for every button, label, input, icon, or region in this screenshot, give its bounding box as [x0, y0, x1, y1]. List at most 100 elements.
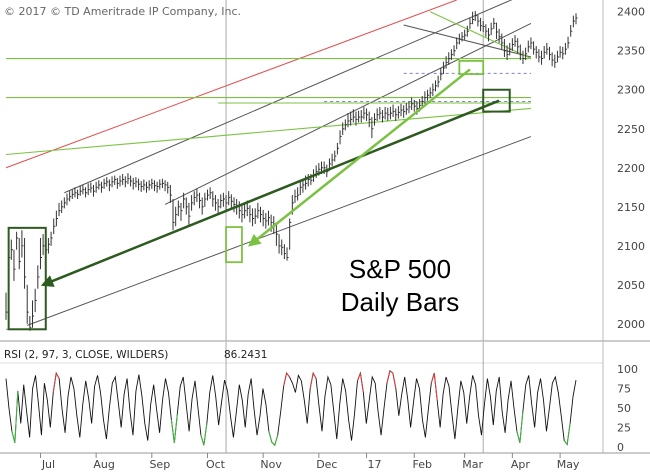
- price-bar: [395, 108, 398, 121]
- price-bar: [485, 24, 488, 37]
- rsi-overbought-segment: [283, 372, 288, 387]
- price-bar: [495, 22, 499, 40]
- price-bar: [92, 184, 96, 197]
- rsi-oversold-segment: [200, 435, 205, 446]
- price-bar: [159, 179, 162, 190]
- rsi-tick-label: 100: [617, 363, 638, 376]
- price-bar: [50, 231, 53, 246]
- price-bar: [559, 46, 562, 58]
- price-bars: [5, 10, 578, 331]
- price-vertical-gridlines: [225, 0, 484, 341]
- rsi-oversold-segment: [173, 414, 178, 443]
- rsi-overbought-segment: [386, 370, 391, 384]
- price-bar: [554, 54, 557, 68]
- x-axis-ticks: Jul Aug Sep Oct Nov Dec 17 Feb Mar Apr May: [39, 453, 580, 471]
- price-bar: [456, 37, 459, 50]
- price-bar: [281, 239, 284, 256]
- rsi-overbought-segment: [286, 372, 290, 378]
- rsi-overbought-segment: [389, 370, 394, 374]
- trendline-group: [5, 0, 532, 330]
- price-bar: [177, 200, 180, 217]
- rsi-oversold-segment: [271, 441, 276, 446]
- price-tick-label: 2250: [617, 123, 645, 136]
- price-bar: [26, 284, 29, 324]
- price-bar: [442, 61, 446, 75]
- price-bar: [289, 218, 292, 250]
- price-bar: [249, 205, 252, 223]
- rsi-vertical-gridlines: [225, 342, 484, 453]
- price-bar: [334, 150, 337, 162]
- price-bar: [69, 191, 72, 202]
- price-tick-label: 2150: [617, 201, 645, 214]
- price-bar: [424, 91, 427, 104]
- rsi-label: RSI (2, 97, 3, CLOSE, WILDERS): [4, 349, 168, 361]
- price-bar: [381, 110, 385, 123]
- x-tick-label: Oct: [206, 458, 226, 471]
- highlight-box-light-green: [225, 226, 243, 264]
- price-bar: [384, 106, 387, 120]
- rsi-oversold-segment: [170, 419, 175, 443]
- price-bar: [546, 42, 549, 55]
- price-bar: [32, 300, 35, 328]
- price-bar: [400, 103, 403, 117]
- rsi-overbought-segment: [312, 372, 317, 379]
- trendline-grey: [64, 0, 513, 194]
- price-bar: [201, 197, 204, 215]
- price-bar: [342, 122, 345, 135]
- price-bar: [472, 11, 475, 25]
- price-bar: [522, 50, 525, 64]
- price-tick-label: 2400: [617, 6, 645, 19]
- price-bar: [541, 50, 544, 65]
- price-bar: [352, 109, 355, 123]
- price-bar: [350, 111, 353, 126]
- price-bar: [233, 197, 236, 213]
- price-bar: [530, 37, 533, 50]
- price-bar: [480, 17, 483, 32]
- rsi-value: 86.2431: [224, 349, 267, 361]
- price-bar: [58, 202, 61, 217]
- price-bar: [222, 192, 225, 207]
- price-tick-label: 2000: [617, 318, 645, 331]
- price-bar: [140, 181, 143, 192]
- price-bar: [503, 39, 507, 57]
- price-bar: [403, 105, 406, 118]
- price-bar: [167, 181, 170, 194]
- rsi-line: [5, 369, 577, 447]
- price-bar: [100, 181, 104, 193]
- price-bar: [575, 13, 578, 25]
- price-bar: [16, 231, 19, 250]
- price-bar: [562, 46, 565, 60]
- price-bar: [206, 189, 210, 201]
- price-bar: [371, 117, 374, 139]
- price-bar: [493, 17, 496, 29]
- x-tick-label: Feb: [413, 458, 432, 471]
- price-bar: [527, 40, 530, 53]
- price-bar: [111, 176, 114, 188]
- price-bar: [172, 198, 175, 231]
- price-bar: [220, 194, 223, 209]
- price-bar: [437, 75, 440, 88]
- price-bar: [429, 87, 432, 99]
- price-bar: [132, 177, 135, 190]
- price-bar: [169, 184, 172, 203]
- price-bar: [331, 153, 334, 167]
- price-bar: [265, 213, 268, 229]
- highlight-box-dark-green: [482, 88, 511, 113]
- price-bar: [241, 205, 244, 223]
- price-bar: [148, 180, 151, 191]
- price-bar: [538, 49, 541, 63]
- price-bar: [413, 99, 416, 112]
- price-bar: [39, 237, 43, 270]
- arrow-dark-green: [40, 99, 500, 287]
- x-tick-label: Sep: [149, 458, 170, 471]
- price-bar: [5, 292, 8, 320]
- annotation-title: S&P 500: [349, 254, 451, 284]
- rsi-axis-ticks: 0 25 50 75 100: [617, 363, 638, 454]
- price-bar: [151, 178, 154, 189]
- rsi-tick-label: 0: [617, 441, 624, 454]
- rsi-oversold-segment: [516, 431, 521, 444]
- price-bar: [87, 183, 90, 196]
- highlight-box-light-green: [458, 59, 485, 76]
- copyright-text: © 2017 © TD Ameritrade IP Company, Inc.: [4, 5, 241, 18]
